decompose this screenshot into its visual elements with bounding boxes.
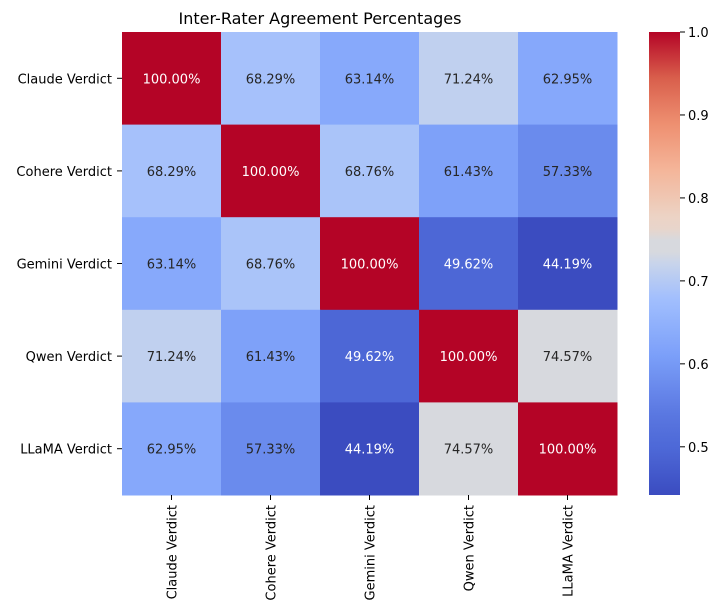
heatmap-cell [122,309,222,403]
cell-annotation: 61.43% [444,165,494,180]
heatmap-cell [320,217,420,311]
heatmap-cell [122,124,222,218]
y-tick-label: Qwen Verdict [26,350,112,365]
cell-annotation: 74.57% [543,350,593,365]
heatmap-cell [518,309,618,403]
heatmap-cell [518,217,618,311]
heatmap-cell [221,402,321,496]
heatmap-cell [320,309,420,403]
heatmap-cell [419,124,519,218]
heatmap-cell [419,32,519,126]
cell-annotation: 68.29% [147,165,197,180]
x-tick-label: Cohere Verdict [265,505,280,601]
cell-annotation: 57.33% [543,165,593,180]
heatmap-cells [122,32,618,496]
cell-annotation: 62.95% [147,443,197,458]
cell-annotation: 71.24% [147,350,197,365]
heatmap-cell [122,402,222,496]
colorbar-tick-label: 0.5 [688,441,709,456]
x-tick-label: Claude Verdict [166,505,181,599]
heatmap-cell [221,217,321,311]
cell-annotation: 100.00% [539,443,597,458]
heatmap-cell [419,402,519,496]
y-tick-label: Cohere Verdict [16,165,112,180]
chart-title: Inter-Rater Agreement Percentages [179,9,462,28]
colorbar-tick-label: 0.9 [688,109,709,124]
heatmap-cell [518,402,618,496]
y-tick-label: LLaMA Verdict [20,443,112,458]
heatmap-cell [122,217,222,311]
cell-annotation: 68.29% [246,72,296,87]
cell-annotation: 44.19% [345,443,395,458]
cell-annotation: 63.14% [147,258,197,273]
cell-annotation: 74.57% [444,443,494,458]
cell-annotation: 61.43% [246,350,296,365]
colorbar-tick-label: 0.8 [688,192,709,207]
colorbar: 0.5 0.6 0.7 0.8 0.9 1.0 [649,26,709,495]
heatmap-cell [320,402,420,496]
heatmap-cell [320,124,420,218]
cell-annotation: 100.00% [341,258,399,273]
heatmap-cell [518,32,618,126]
cell-annotation: 49.62% [345,350,395,365]
cell-annotation: 100.00% [242,165,300,180]
heatmap-cell [221,124,321,218]
cell-annotation: 68.76% [345,165,395,180]
heatmap-cell [122,32,222,126]
cell-annotation: 57.33% [246,443,296,458]
cell-annotation: 62.95% [543,72,593,87]
cell-annotation: 49.62% [444,258,494,273]
colorbar-tick-label: 0.7 [688,275,709,290]
y-axis: Claude Verdict Cohere Verdict Gemini Verdi… [16,72,122,458]
heatmap-cell [419,309,519,403]
cell-annotation: 68.76% [246,258,296,273]
heatmap-cell [221,309,321,403]
cell-annotation: 63.14% [345,72,395,87]
heatmap-cell [221,32,321,126]
heatmap-cell [518,124,618,218]
cell-annotation: 100.00% [143,72,201,87]
y-tick-label: Claude Verdict [18,72,112,87]
heatmap-cell [320,32,420,126]
x-tick-label: LLaMA Verdict [562,505,577,597]
heatmap-cell [419,217,519,311]
cell-annotation: 44.19% [543,258,593,273]
colorbar-gradient [649,32,680,495]
colorbar-tick-label: 1.0 [688,26,709,41]
cell-annotation: 71.24% [444,72,494,87]
cell-annotations: 100.00% 68.29% 63.14% 71.24% 62.95% 68.29% 100… [143,72,597,457]
y-tick-label: Gemini Verdict [17,258,112,273]
x-axis: Claude Verdict Cohere Verdict Gemini Verdi… [166,495,577,601]
colorbar-tick-label: 0.6 [688,358,709,373]
x-tick-label: Gemini Verdict [364,505,379,600]
cell-annotation: 100.00% [440,350,498,365]
x-tick-label: Qwen Verdict [463,505,478,591]
